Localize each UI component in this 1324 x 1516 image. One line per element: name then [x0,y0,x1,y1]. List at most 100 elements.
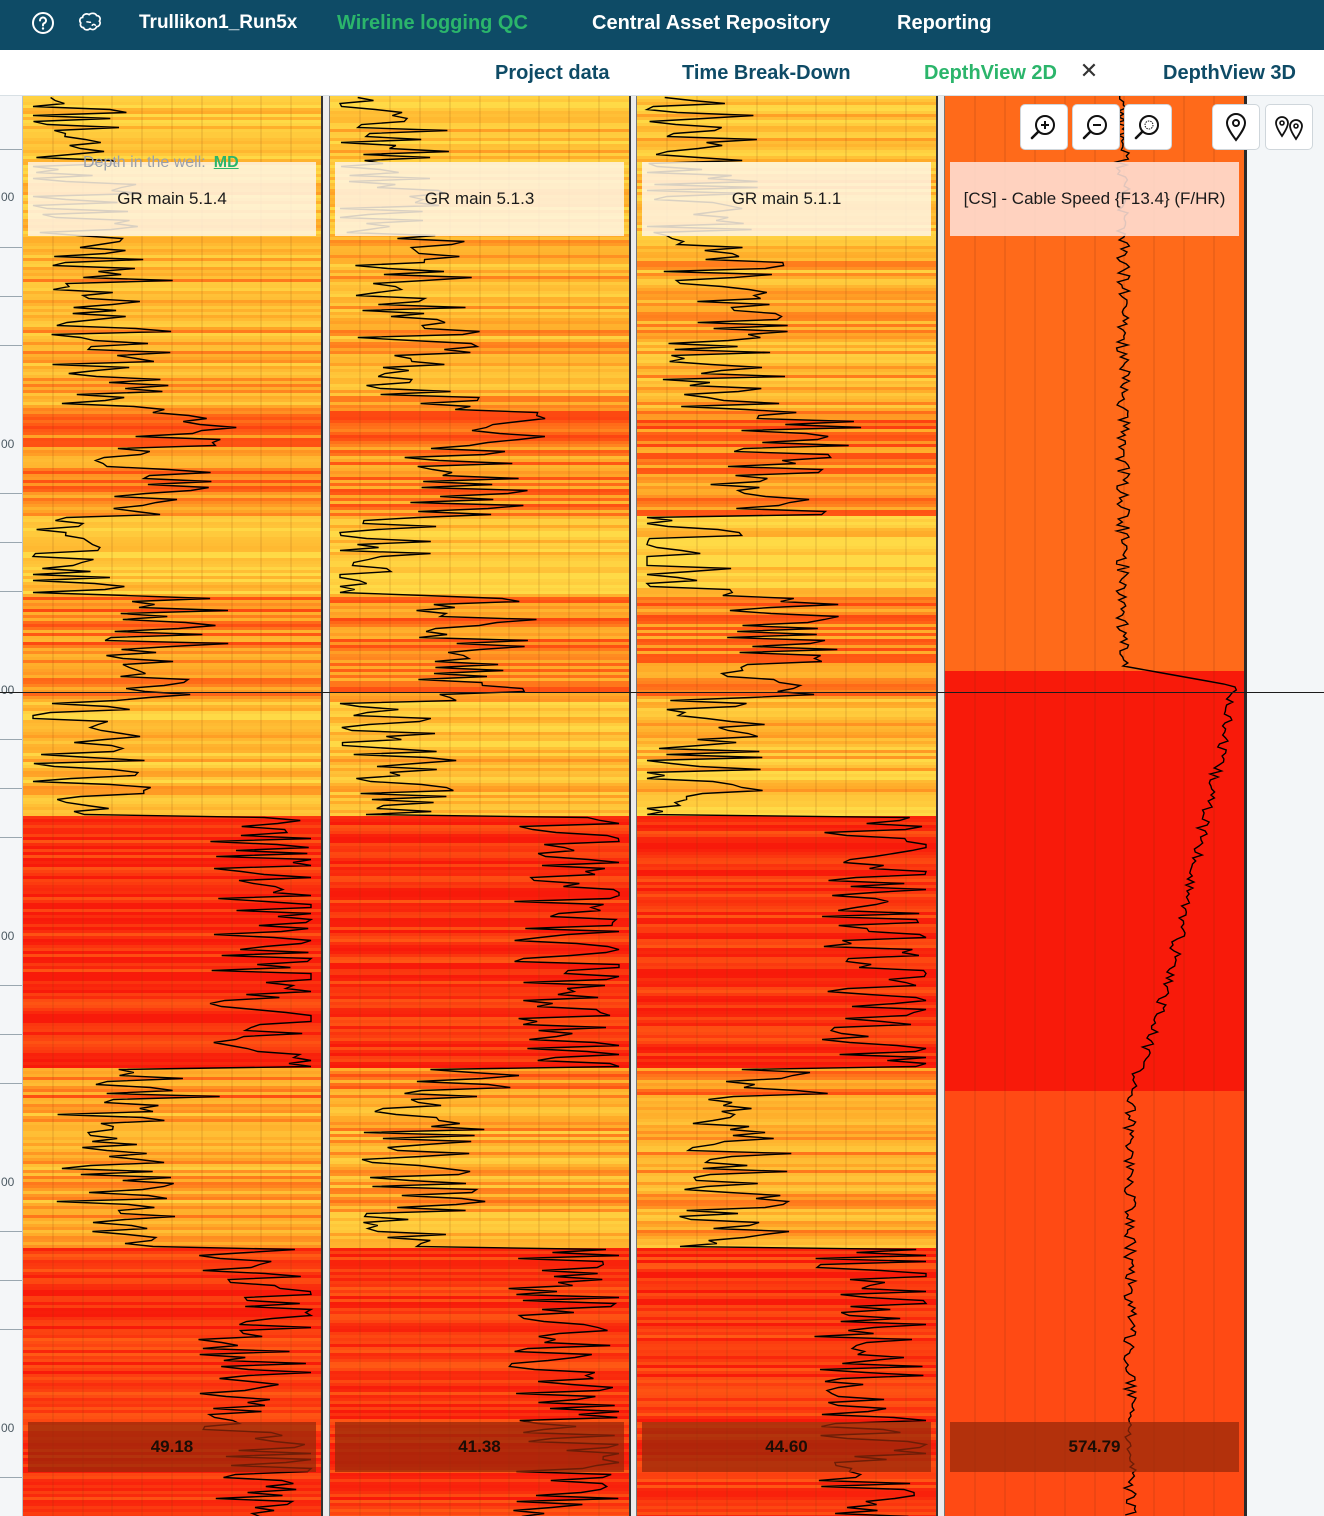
heat-band [330,1266,629,1269]
depth-reference-value[interactable]: MD [213,154,239,171]
gr-curve [31,96,314,1516]
heat-band [637,933,936,936]
heat-band [330,735,629,738]
zoom-in-button[interactable] [1020,104,1068,150]
log-track-gr-513[interactable]: GR main 5.1.3 41.38 [330,96,629,1516]
heat-band [23,525,321,528]
heat-band [637,606,936,609]
heat-band [637,333,936,336]
tab-time-break-down[interactable]: Time Break-Down [682,62,851,84]
tab-depthview-3d[interactable]: DepthView 3D [1163,62,1296,84]
heat-band [23,300,321,303]
multi-pin-button[interactable] [1265,104,1313,150]
heat-band [23,1038,321,1041]
heat-band [637,954,936,957]
heat-band [23,480,321,483]
heat-band [637,426,936,429]
heat-band [637,699,936,702]
heat-band [637,762,936,765]
heat-band [330,159,629,162]
heat-band [330,1185,629,1188]
heat-band [330,1179,629,1182]
heat-band [330,750,629,753]
heat-band [637,594,936,597]
heat-band [637,1398,936,1401]
heat-band [330,1197,629,1200]
heat-band [330,147,629,150]
heat-band [330,1029,629,1032]
heat-band [23,261,321,264]
heat-band [23,1047,321,1050]
zoom-reset-button[interactable] [1124,104,1172,150]
heat-band [23,873,321,876]
project-name[interactable]: Trullikon1_Run5x [139,12,298,33]
zoom-out-button[interactable] [1072,104,1120,150]
heat-band [330,672,629,675]
heat-band [23,900,321,903]
heat-band [637,270,936,273]
heat-band [637,708,936,711]
heat-band [23,804,321,807]
heat-band [330,117,629,120]
log-track-gr-511[interactable]: GR main 5.1.1 44.60 [637,96,936,1516]
heat-band [23,882,321,885]
heat-band [23,807,321,810]
heat-band [330,321,629,324]
heat-band [330,375,629,378]
heat-band [23,1407,321,1410]
heat-band [637,429,936,432]
heat-band [23,414,321,417]
heat-band [23,1401,321,1404]
heat-band [23,1098,321,1101]
heat-band [330,543,629,546]
heat-band [23,1131,321,1134]
heat-band [23,1305,321,1308]
nav-reporting[interactable]: Reporting [897,12,992,34]
heat-band [330,243,629,246]
heat-band [330,585,629,588]
heat-band [23,1377,321,1380]
heat-band [637,564,936,567]
heat-band [23,273,321,276]
heat-band [637,1254,936,1257]
tab-depthview-2d[interactable]: DepthView 2D [924,62,1057,84]
heat-band [637,510,936,513]
tab-project-data[interactable]: Project data [495,62,610,84]
heat-band [330,855,629,858]
close-icon[interactable]: ✕ [1079,58,1099,83]
heat-band [637,348,936,351]
heat-band [637,1110,936,1113]
heat-band [637,1014,936,1017]
location-pin-button[interactable] [1212,104,1260,150]
heat-band [330,405,629,408]
heat-band [23,132,321,135]
heat-band [23,588,321,591]
nav-central-asset-repository[interactable]: Central Asset Repository [592,12,831,34]
help-circle-icon[interactable] [30,10,56,36]
log-track-gr-514[interactable]: GR main 5.1.4 Depth in the well: MD 49.18 [23,96,321,1516]
heat-band [330,1167,629,1170]
heat-band [23,1212,321,1215]
heat-band [330,1278,629,1281]
heat-band [23,1251,321,1254]
heat-band [637,963,936,966]
heat-band [330,1302,629,1305]
brain-icon[interactable] [78,10,104,36]
log-track-cable-speed[interactable]: [CS] - Cable Speed {F13.4} (F/HR) 574.79 [945,96,1244,1516]
heat-band [23,741,321,744]
heat-band [637,714,936,717]
nav-wireline-logging-qc[interactable]: Wireline logging QC [337,12,528,34]
heat-band [330,1119,629,1122]
heat-band [23,1164,321,1167]
heat-band [330,393,629,396]
heat-band [330,291,629,294]
heat-band [23,1206,321,1209]
heat-band [637,633,936,636]
heat-band [23,135,321,138]
heat-band [23,969,321,972]
heat-band [637,1314,936,1317]
heat-band [330,1275,629,1278]
heat-band [330,348,629,351]
heat-band [637,621,936,624]
heat-band [330,1293,629,1296]
